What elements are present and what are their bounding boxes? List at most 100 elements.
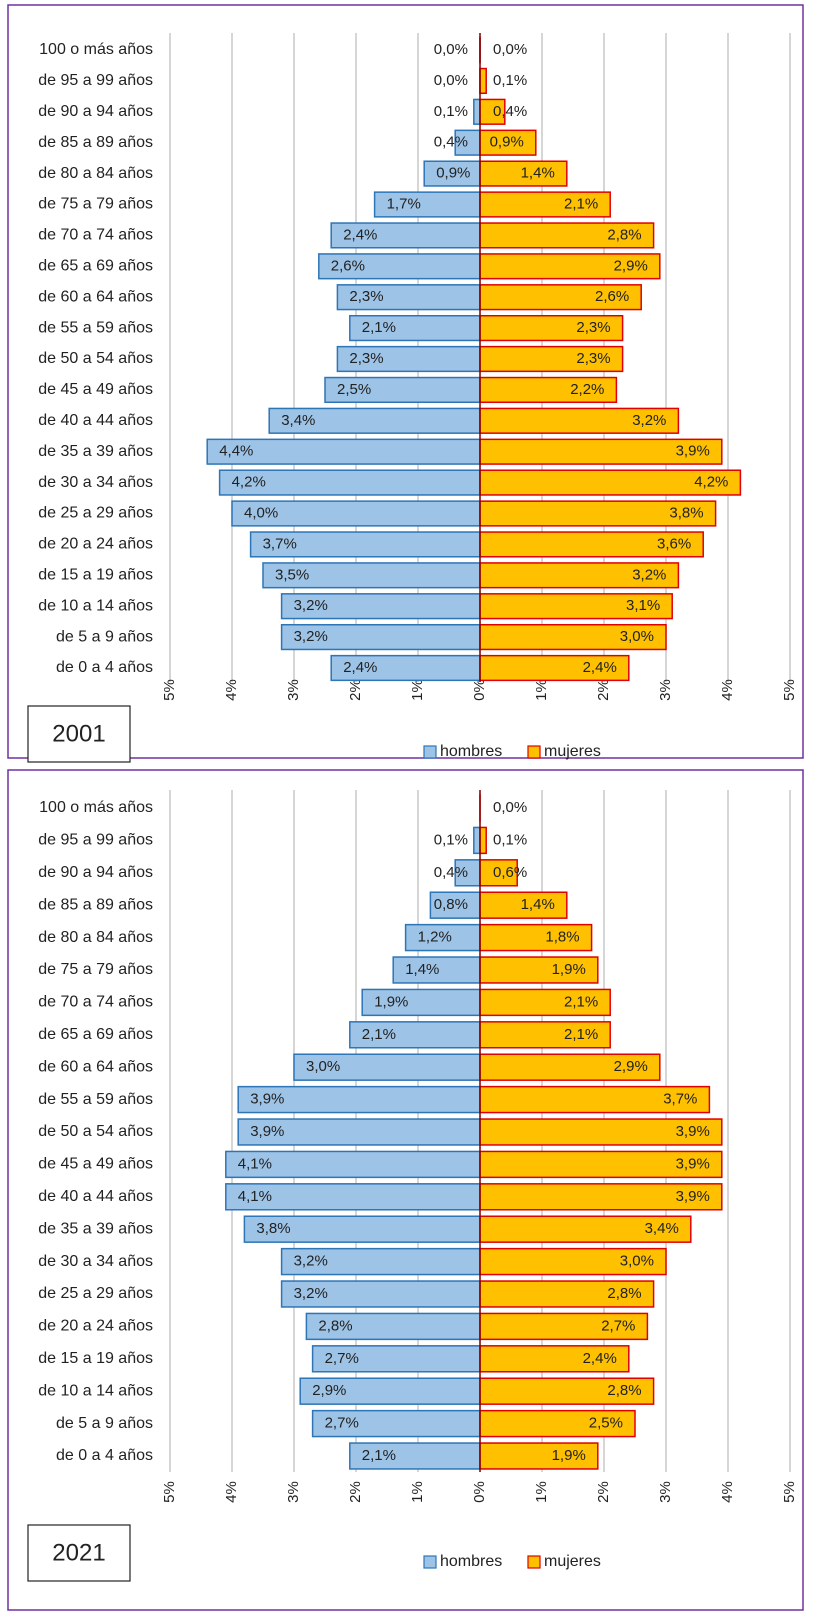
data-label: 2,7% [325,1350,359,1367]
bar [318,253,481,280]
data-label: 0,4% [493,103,527,120]
x-tick-label: 3% [657,1481,674,1503]
data-label: 0,0% [434,72,468,89]
data-label: 3,2% [294,1253,328,1270]
bar [305,1312,481,1341]
data-label: 3,2% [632,412,666,429]
category-label: de 0 a 4 años [56,659,153,676]
data-label: 2,3% [576,350,610,367]
category-label: de 70 a 74 años [38,994,153,1011]
data-label: 2,3% [349,350,383,367]
x-tick-label: 4% [223,679,240,701]
data-label: 3,9% [676,1155,710,1172]
data-label: 3,1% [626,597,660,614]
x-tick-label: 0% [471,1481,488,1503]
legend-label: mujeres [544,743,601,760]
bar [373,191,481,218]
data-label: 3,9% [250,1123,284,1140]
x-tick-label: 1% [533,1481,550,1503]
bar [479,956,599,984]
bar [479,826,487,855]
x-tick-label: 4% [719,1481,736,1503]
category-label: de 10 a 14 años [38,597,153,614]
data-label: 0,0% [434,41,468,58]
bar [349,1442,481,1470]
bar [206,438,481,465]
bar [454,129,481,156]
data-label: 1,9% [552,961,586,978]
data-label: 4,1% [238,1155,272,1172]
x-tick-label: 5% [161,1481,178,1503]
x-tick-label: 5% [781,679,798,701]
bar [311,1409,481,1438]
bar [479,1247,667,1276]
data-label: 2,1% [564,195,598,212]
bar [479,129,537,156]
category-label: de 55 a 59 años [38,1091,153,1108]
data-label: 2,1% [362,1026,396,1043]
legend-label: hombres [440,743,502,760]
data-label: 3,2% [294,1285,328,1302]
category-label: de 90 a 94 años [38,103,153,120]
category-label: de 45 a 49 años [38,381,153,398]
x-tick-label: 2% [347,1481,364,1503]
x-tick-label: 1% [533,679,550,701]
data-label: 0,0% [493,41,527,58]
data-label: 3,9% [676,1188,710,1205]
data-label: 2,1% [564,1026,598,1043]
title-box [27,705,131,763]
data-label: 3,5% [275,566,309,583]
category-label: de 50 a 54 años [38,350,153,367]
bar [479,98,506,125]
bar [454,859,481,887]
bar [479,1215,692,1243]
category-label: de 30 a 34 años [38,1253,153,1270]
bar [324,376,481,404]
x-tick-label: 4% [223,1481,240,1503]
bar [479,1183,723,1211]
data-label: 4,2% [694,474,728,491]
category-label: de 25 a 29 años [38,505,153,522]
data-label: 2,9% [614,1058,648,1075]
bar [336,284,481,311]
data-label: 0,1% [493,72,527,89]
data-label: 3,9% [250,1091,284,1108]
bar [423,160,481,187]
bar [479,859,518,887]
category-label: de 30 a 34 años [38,474,153,491]
data-label: 2,9% [614,257,648,274]
data-label: 1,4% [405,961,439,978]
category-label: de 70 a 74 años [38,227,153,244]
x-tick-label: 5% [161,679,178,701]
data-label: 1,9% [552,1447,586,1464]
x-tick-label: 3% [285,679,302,701]
bar [473,826,481,855]
category-label: de 65 a 69 años [38,1026,153,1043]
bar [479,562,680,589]
bar [479,1442,599,1470]
data-label: 4,1% [238,1188,272,1205]
bar [479,1280,655,1308]
data-label: 2,4% [583,1350,617,1367]
bar [479,923,593,952]
data-label: 4,0% [244,504,278,521]
bar [479,376,618,404]
bar [429,891,481,919]
category-label: de 75 a 79 años [38,961,153,978]
bar [479,1409,636,1438]
data-label: 1,2% [418,929,452,946]
category-label: de 15 a 19 años [38,567,153,584]
data-label: 0,8% [434,896,468,913]
bar [361,988,481,1017]
data-label: 2,8% [607,226,641,243]
data-label: 1,4% [521,165,555,182]
legend-swatch [423,1555,437,1569]
bar [330,222,481,249]
title-box [27,1524,131,1582]
category-label: de 80 a 84 años [38,165,153,182]
x-tick-label: 0% [471,679,488,701]
x-tick-label: 2% [595,1481,612,1503]
data-label: 3,0% [620,628,654,645]
data-label: 3,8% [669,504,703,521]
data-label: 3,9% [676,443,710,460]
